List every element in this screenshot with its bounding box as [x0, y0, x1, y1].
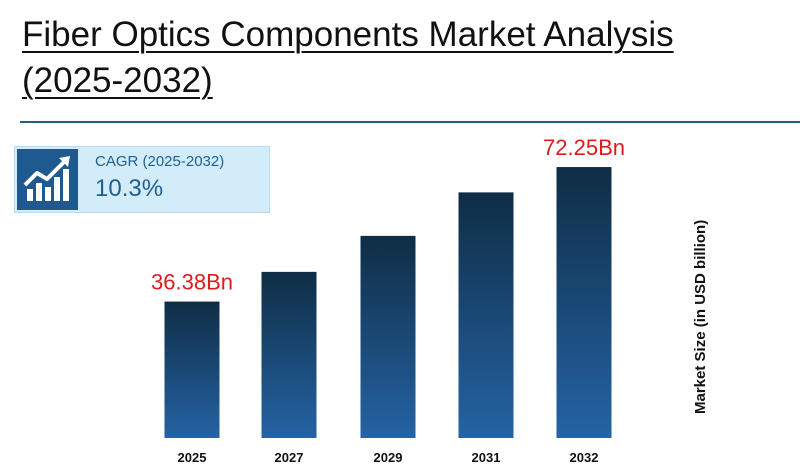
y-axis-label: Market Size (in USD billion) — [692, 219, 709, 414]
x-tick-label-2029: 2029 — [374, 450, 403, 465]
bar-2032 — [556, 167, 612, 438]
data-label-2025: 36.38Bn — [151, 270, 233, 295]
data-label-2032: 72.25Bn — [543, 135, 625, 160]
bar-2029 — [360, 235, 416, 438]
bar-2027 — [261, 271, 317, 438]
cagr-label: CAGR (2025-2032) — [95, 153, 225, 170]
rising-chart-icon — [17, 149, 78, 210]
cagr-panel: CAGR (2025-2032) 10.3% — [14, 146, 270, 213]
bar-2031 — [458, 192, 514, 438]
x-tick-label-2032: 2032 — [570, 450, 599, 465]
page-title: Fiber Optics Components Market Analysis … — [22, 15, 674, 100]
bar-2025 — [164, 301, 220, 438]
x-tick-label-2027: 2027 — [275, 450, 304, 465]
x-tick-label-2031: 2031 — [472, 450, 501, 465]
cagr-value: 10.3% — [95, 175, 164, 202]
title-divider — [20, 121, 800, 123]
x-tick-label-2025: 2025 — [178, 450, 207, 465]
